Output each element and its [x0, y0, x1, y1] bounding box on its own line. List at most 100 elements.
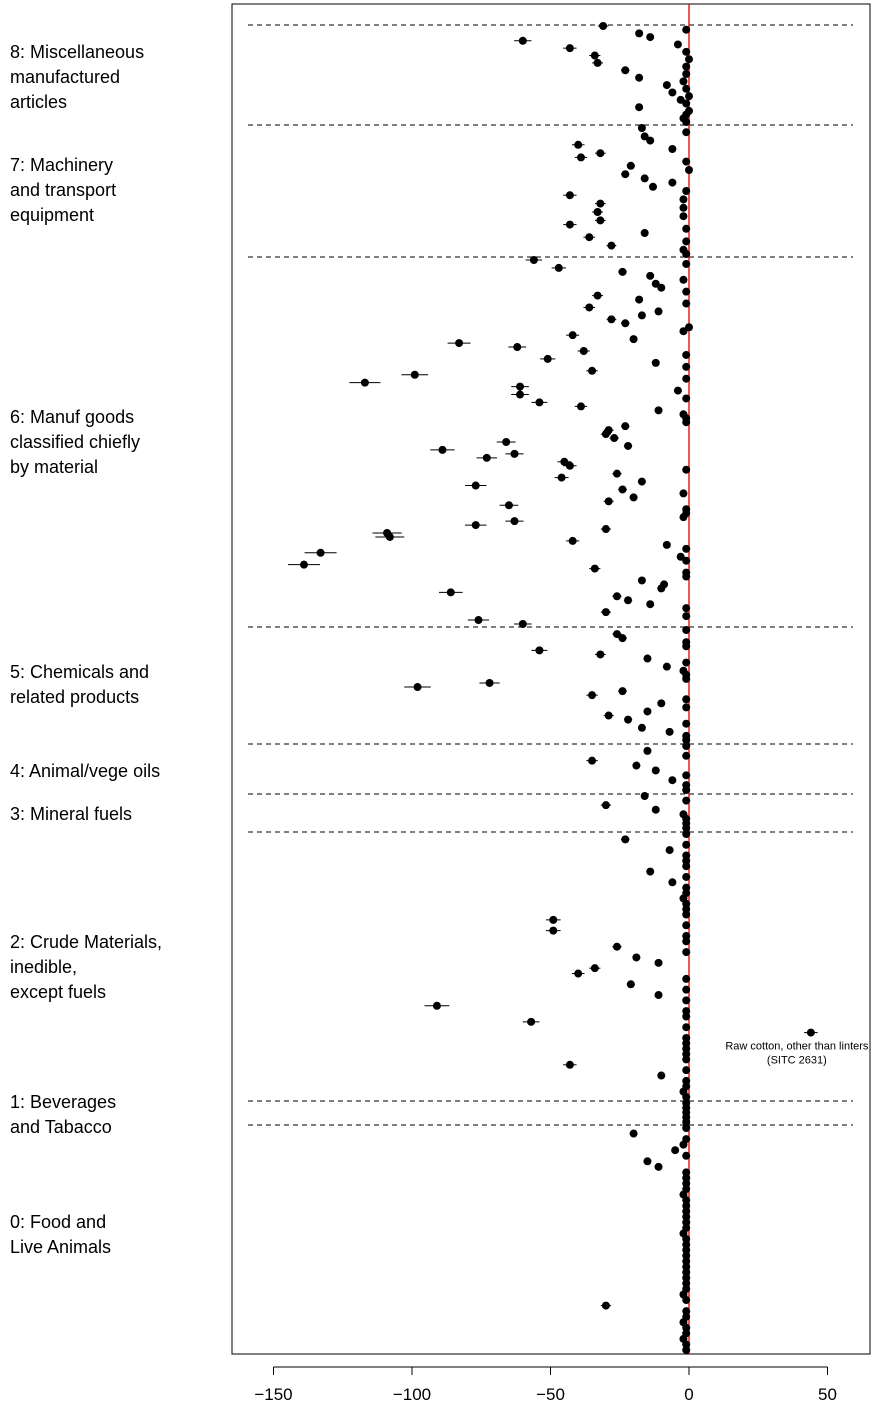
data-point	[648, 182, 657, 191]
data-point	[510, 517, 519, 526]
data-point	[682, 157, 691, 166]
data-point	[626, 980, 635, 989]
data-point	[682, 658, 691, 667]
data-point	[682, 604, 691, 613]
data-point	[668, 178, 677, 187]
data-point	[612, 942, 621, 951]
data-point	[682, 1273, 691, 1282]
data-point	[682, 1012, 691, 1021]
group-separators	[248, 24, 853, 1126]
data-point	[640, 132, 649, 141]
data-point	[599, 22, 608, 30]
data-point	[646, 136, 655, 145]
data-point	[682, 1251, 691, 1260]
data-point	[682, 1340, 691, 1349]
data-point	[593, 58, 602, 67]
data-point	[574, 140, 583, 149]
data-point	[673, 386, 682, 395]
data-point	[679, 195, 688, 204]
data-point	[682, 465, 691, 474]
data-point	[576, 402, 585, 411]
data-point	[601, 430, 610, 439]
data-point	[679, 275, 688, 284]
data-point	[560, 457, 569, 466]
data-point	[682, 84, 691, 93]
data-point	[635, 103, 644, 112]
data-point	[682, 1235, 691, 1243]
data-point	[662, 662, 671, 671]
data-point	[535, 646, 544, 655]
data-point	[682, 996, 691, 1005]
data-point	[654, 958, 663, 967]
data-point	[585, 233, 594, 242]
data-point	[632, 953, 641, 962]
data-point	[646, 600, 655, 609]
category-label-3: 3: Mineral fuels	[10, 804, 133, 824]
data-point	[682, 394, 691, 403]
data-point	[657, 1071, 666, 1080]
data-point	[543, 354, 552, 363]
data-point	[668, 776, 677, 785]
data-point	[637, 477, 646, 486]
data-point	[682, 374, 691, 383]
data-point	[682, 1268, 691, 1277]
data-point	[471, 521, 480, 530]
data-point	[679, 1140, 688, 1149]
data-point	[635, 295, 644, 304]
data-point	[682, 187, 691, 195]
x-axis: −150 −100 −50 0 50	[254, 1366, 837, 1404]
data-point	[513, 343, 522, 352]
x-tick-label: 0	[684, 1385, 693, 1404]
data-point	[632, 761, 641, 770]
data-point	[557, 473, 566, 482]
data-point	[654, 1162, 663, 1171]
data-point	[682, 1201, 691, 1210]
data-point	[518, 620, 527, 628]
data-point	[646, 33, 655, 42]
data-point	[679, 212, 688, 221]
category-label-2: 2: Crude Materials, inedible, except fue…	[10, 932, 163, 1002]
data-point	[668, 88, 677, 97]
category-label-6: 6: Manuf goods classified chiefly by mat…	[10, 407, 141, 477]
data-point	[651, 358, 660, 367]
data-point	[604, 497, 613, 506]
x-tick-label: −50	[536, 1385, 565, 1404]
data-point	[806, 1028, 815, 1037]
data-point	[682, 224, 691, 233]
data-point	[685, 323, 693, 332]
category-label-5: 5: Chemicals and related products	[10, 662, 150, 707]
data-point	[665, 727, 674, 736]
data-point	[679, 77, 688, 86]
data-point	[316, 548, 325, 557]
data-point	[590, 964, 599, 973]
data-point	[654, 406, 663, 415]
data-point	[646, 867, 655, 876]
data-point	[682, 25, 691, 34]
data-point	[635, 73, 644, 82]
data-point	[665, 846, 674, 855]
annotation-raw-cotton: Raw cotton, other than linters	[725, 1041, 869, 1053]
data-point	[662, 81, 671, 90]
data-point	[682, 1066, 691, 1075]
category-label-8: 8: Miscellaneous manufactured articles	[10, 42, 145, 112]
data-point	[596, 199, 605, 208]
data-point	[446, 588, 455, 597]
data-point	[438, 445, 447, 454]
data-point	[679, 489, 688, 498]
data-point	[621, 319, 630, 328]
data-point	[549, 915, 558, 924]
data-point	[682, 118, 691, 126]
data-point	[682, 418, 691, 427]
data-point	[682, 299, 691, 308]
data-point	[682, 771, 691, 780]
data-point	[527, 1017, 536, 1026]
data-point	[646, 271, 655, 280]
data-point	[635, 29, 644, 38]
data-point	[668, 878, 677, 887]
data-point	[590, 564, 599, 573]
data-point	[682, 544, 691, 553]
data-point	[682, 70, 691, 78]
data-point	[682, 47, 691, 56]
data-point	[682, 1240, 691, 1249]
data-point	[682, 1151, 691, 1160]
